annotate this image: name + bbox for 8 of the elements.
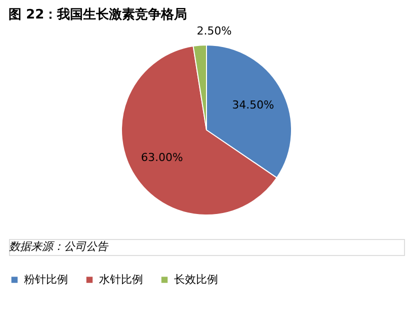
- source-note: 数据来源：公司公告: [9, 240, 109, 253]
- chart-title: 图 22：我国生长激素竞争格局: [8, 6, 188, 22]
- data-label: 63.00%: [141, 151, 183, 164]
- legend-label: 长效比例: [174, 272, 218, 286]
- data-label: 34.50%: [232, 98, 274, 112]
- data-label: 2.50%: [196, 24, 232, 38]
- legend-label: 水针比例: [99, 272, 143, 286]
- legend-label: 粉针比例: [24, 272, 68, 286]
